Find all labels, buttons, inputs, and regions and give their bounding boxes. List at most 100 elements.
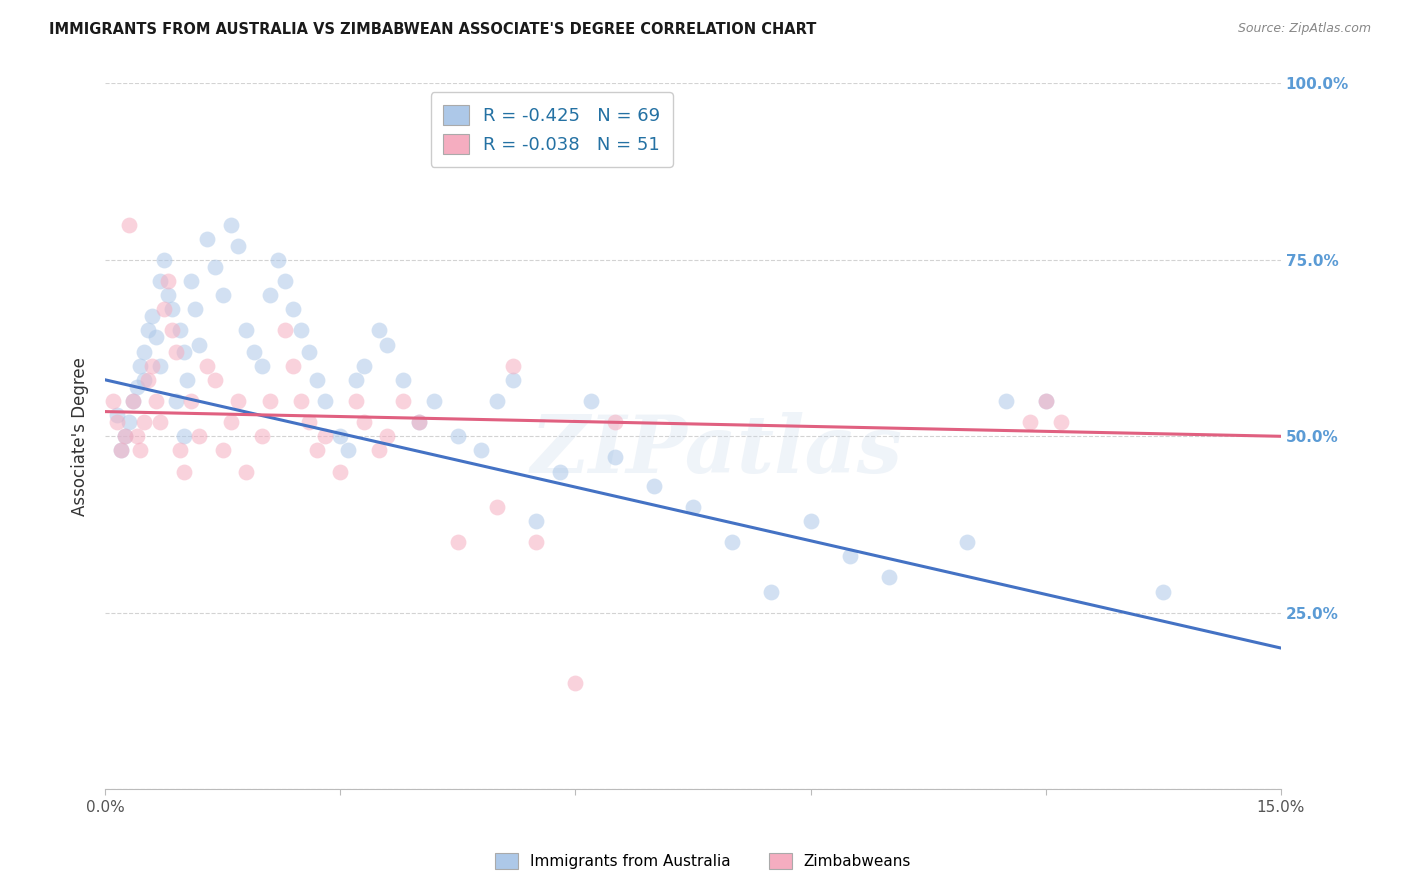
Point [266,252,288,267]
Point [141,310,163,324]
Point [184,302,207,317]
Point [235,323,257,337]
Point [524,514,547,528]
Point [1050,415,1073,429]
Point [235,465,257,479]
Point [290,394,312,409]
Point [283,302,305,317]
Point [290,323,312,337]
Point [141,359,163,373]
Point [169,323,191,337]
Point [173,465,195,479]
Point [228,239,250,253]
Point [228,394,250,409]
Point [877,570,900,584]
Point [298,344,321,359]
Point [329,429,352,443]
Point [259,288,281,302]
Point [353,359,375,373]
Point [721,535,744,549]
Point [305,373,328,387]
Point [110,443,132,458]
Point [368,323,391,337]
Point [101,394,124,409]
Point [211,288,233,302]
Point [149,415,172,429]
Point [188,337,211,351]
Point [129,359,152,373]
Point [153,252,176,267]
Point [114,429,136,443]
Point [408,415,430,429]
Point [274,323,297,337]
Point [375,429,398,443]
Point [524,535,547,549]
Point [564,676,586,690]
Point [486,394,509,409]
Point [211,443,233,458]
Point [392,394,415,409]
Point [305,443,328,458]
Point [204,260,226,274]
Point [195,232,218,246]
Point [204,373,226,387]
Point [180,394,202,409]
Point [956,535,979,549]
Point [118,415,141,429]
Legend: R = -0.425   N = 69, R = -0.038   N = 51: R = -0.425 N = 69, R = -0.038 N = 51 [430,93,673,167]
Point [761,584,783,599]
Point [173,429,195,443]
Point [344,373,367,387]
Point [298,415,321,429]
Point [470,443,492,458]
Text: IMMIGRANTS FROM AUSTRALIA VS ZIMBABWEAN ASSOCIATE'S DEGREE CORRELATION CHART: IMMIGRANTS FROM AUSTRALIA VS ZIMBABWEAN … [49,22,817,37]
Point [995,394,1018,409]
Point [408,415,430,429]
Point [121,394,143,409]
Point [314,394,336,409]
Point [259,394,281,409]
Point [153,302,176,317]
Point [134,373,156,387]
Point [447,429,470,443]
Point [149,274,172,288]
Point [156,288,179,302]
Point [603,415,626,429]
Point [125,429,148,443]
Point [548,465,571,479]
Point [129,443,152,458]
Point [105,408,128,422]
Point [283,359,305,373]
Point [110,443,132,458]
Y-axis label: Associate's Degree: Associate's Degree [72,357,89,516]
Point [243,344,266,359]
Point [165,394,187,409]
Point [838,549,860,564]
Point [219,218,242,232]
Point [134,415,156,429]
Point [114,429,136,443]
Point [799,514,821,528]
Point [169,443,191,458]
Point [149,359,172,373]
Point [486,500,509,514]
Point [344,394,367,409]
Point [1152,584,1174,599]
Point [579,394,602,409]
Point [121,394,143,409]
Point [165,344,187,359]
Point [134,344,156,359]
Point [145,330,167,344]
Point [156,274,179,288]
Point [274,274,297,288]
Point [337,443,360,458]
Point [392,373,415,387]
Point [643,478,665,492]
Point [250,359,273,373]
Point [603,450,626,465]
Point [502,373,524,387]
Point [160,323,183,337]
Point [502,359,524,373]
Point [118,218,141,232]
Point [136,323,159,337]
